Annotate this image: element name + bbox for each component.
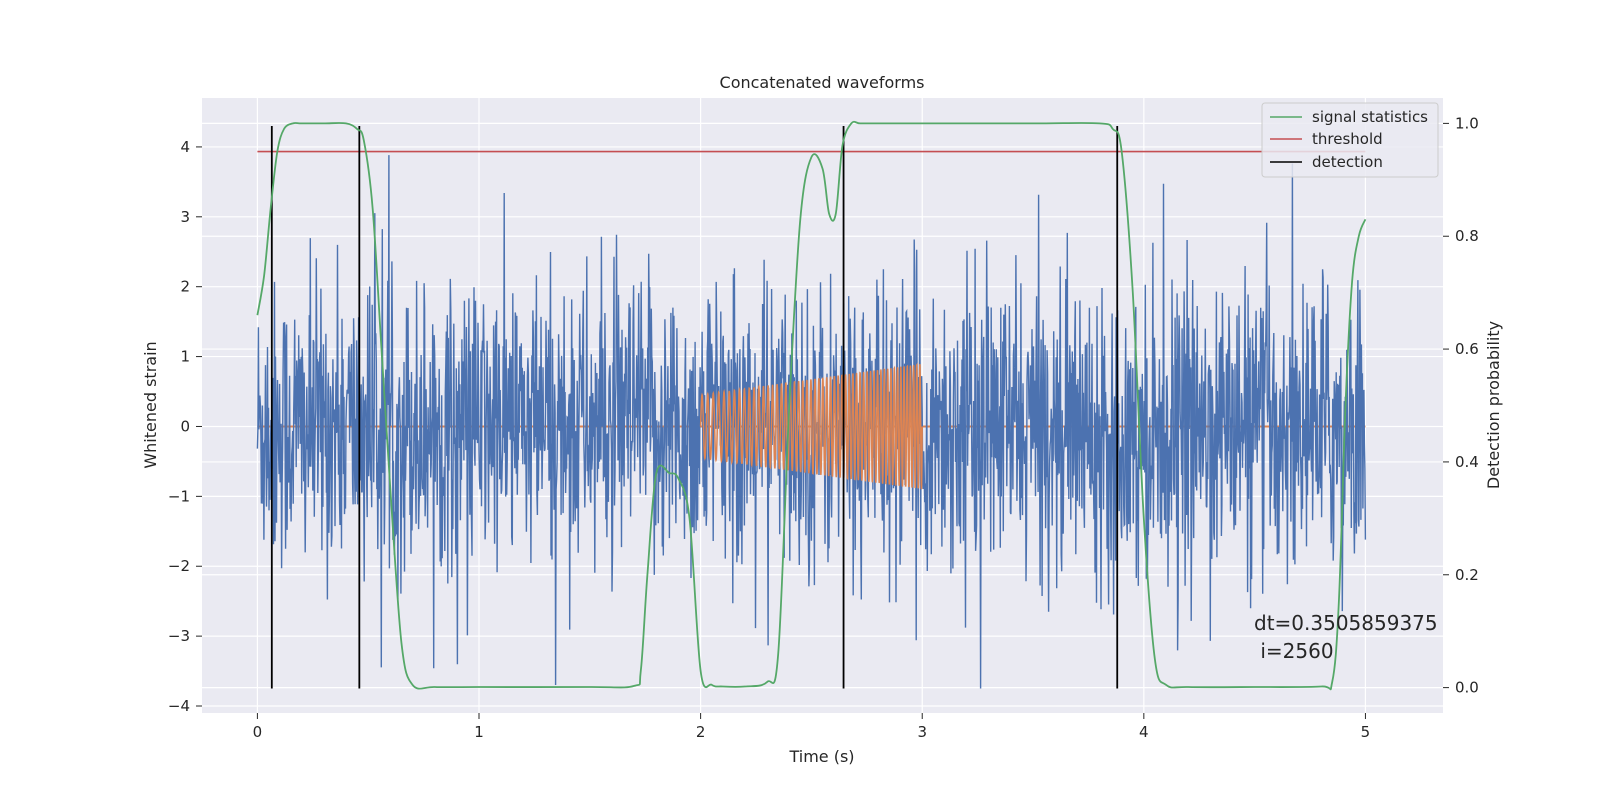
series-whitened-strain xyxy=(256,155,1367,689)
y-tick-label-left: 0 xyxy=(180,417,190,435)
x-tick-label: 0 xyxy=(253,723,263,741)
y-tick-label-right: 0.4 xyxy=(1455,453,1479,471)
y-tick-label-right: 0.6 xyxy=(1455,340,1479,358)
y-tick-label-left: 1 xyxy=(180,348,190,366)
x-tick-label: 4 xyxy=(1139,723,1149,741)
annotation-i: i=2560 xyxy=(1254,639,1334,663)
y-tick-label-left: −4 xyxy=(168,697,190,715)
injected-chirp xyxy=(699,362,923,490)
series-injected-signal xyxy=(699,362,923,490)
legend-label-signal-statistics: signal statistics xyxy=(1312,108,1428,126)
y-tick-label-left: 2 xyxy=(180,278,190,296)
y-tick-label-left: −1 xyxy=(168,487,190,505)
legend-label-detection: detection xyxy=(1312,153,1383,171)
x-tick-label: 1 xyxy=(474,723,484,741)
noise-trace xyxy=(256,155,1367,689)
chart-title: Concatenated waveforms xyxy=(720,73,925,92)
legend: signal statistics threshold detection xyxy=(1261,102,1439,178)
signal-statistics-curve xyxy=(256,120,1367,691)
y-tick-label-right: 0.8 xyxy=(1455,227,1479,245)
axis-ticks: 0 1 2 3 4 5 −4 −3 −2 −1 0 1 2 3 4 0.0 0.2 0.4 0.6 0.8 1.0 xyxy=(168,114,1479,741)
y-tick-label-right: 0.0 xyxy=(1455,679,1479,697)
x-tick-label: 2 xyxy=(696,723,706,741)
y-tick-label-left: −3 xyxy=(168,627,190,645)
annotation-dt: dt=0.3505859375 xyxy=(1254,611,1438,635)
series-detections xyxy=(270,125,1119,689)
legend-box xyxy=(1261,102,1439,178)
series-signal-statistics xyxy=(256,120,1367,691)
legend-label-threshold: threshold xyxy=(1312,130,1383,148)
y-axis-label-right: Detection probability xyxy=(1484,321,1503,489)
x-axis-label: Time (s) xyxy=(788,747,854,766)
x-tick-label: 3 xyxy=(917,723,927,741)
y-tick-label-right: 1.0 xyxy=(1455,114,1479,132)
y-tick-label-right: 0.2 xyxy=(1455,566,1479,584)
y-tick-label-left: 4 xyxy=(180,138,190,156)
y-axis-label-left: Whitened strain xyxy=(141,341,160,468)
x-tick-label: 5 xyxy=(1361,723,1371,741)
y-tick-label-left: −2 xyxy=(168,557,190,575)
y-tick-label-left: 3 xyxy=(180,208,190,226)
